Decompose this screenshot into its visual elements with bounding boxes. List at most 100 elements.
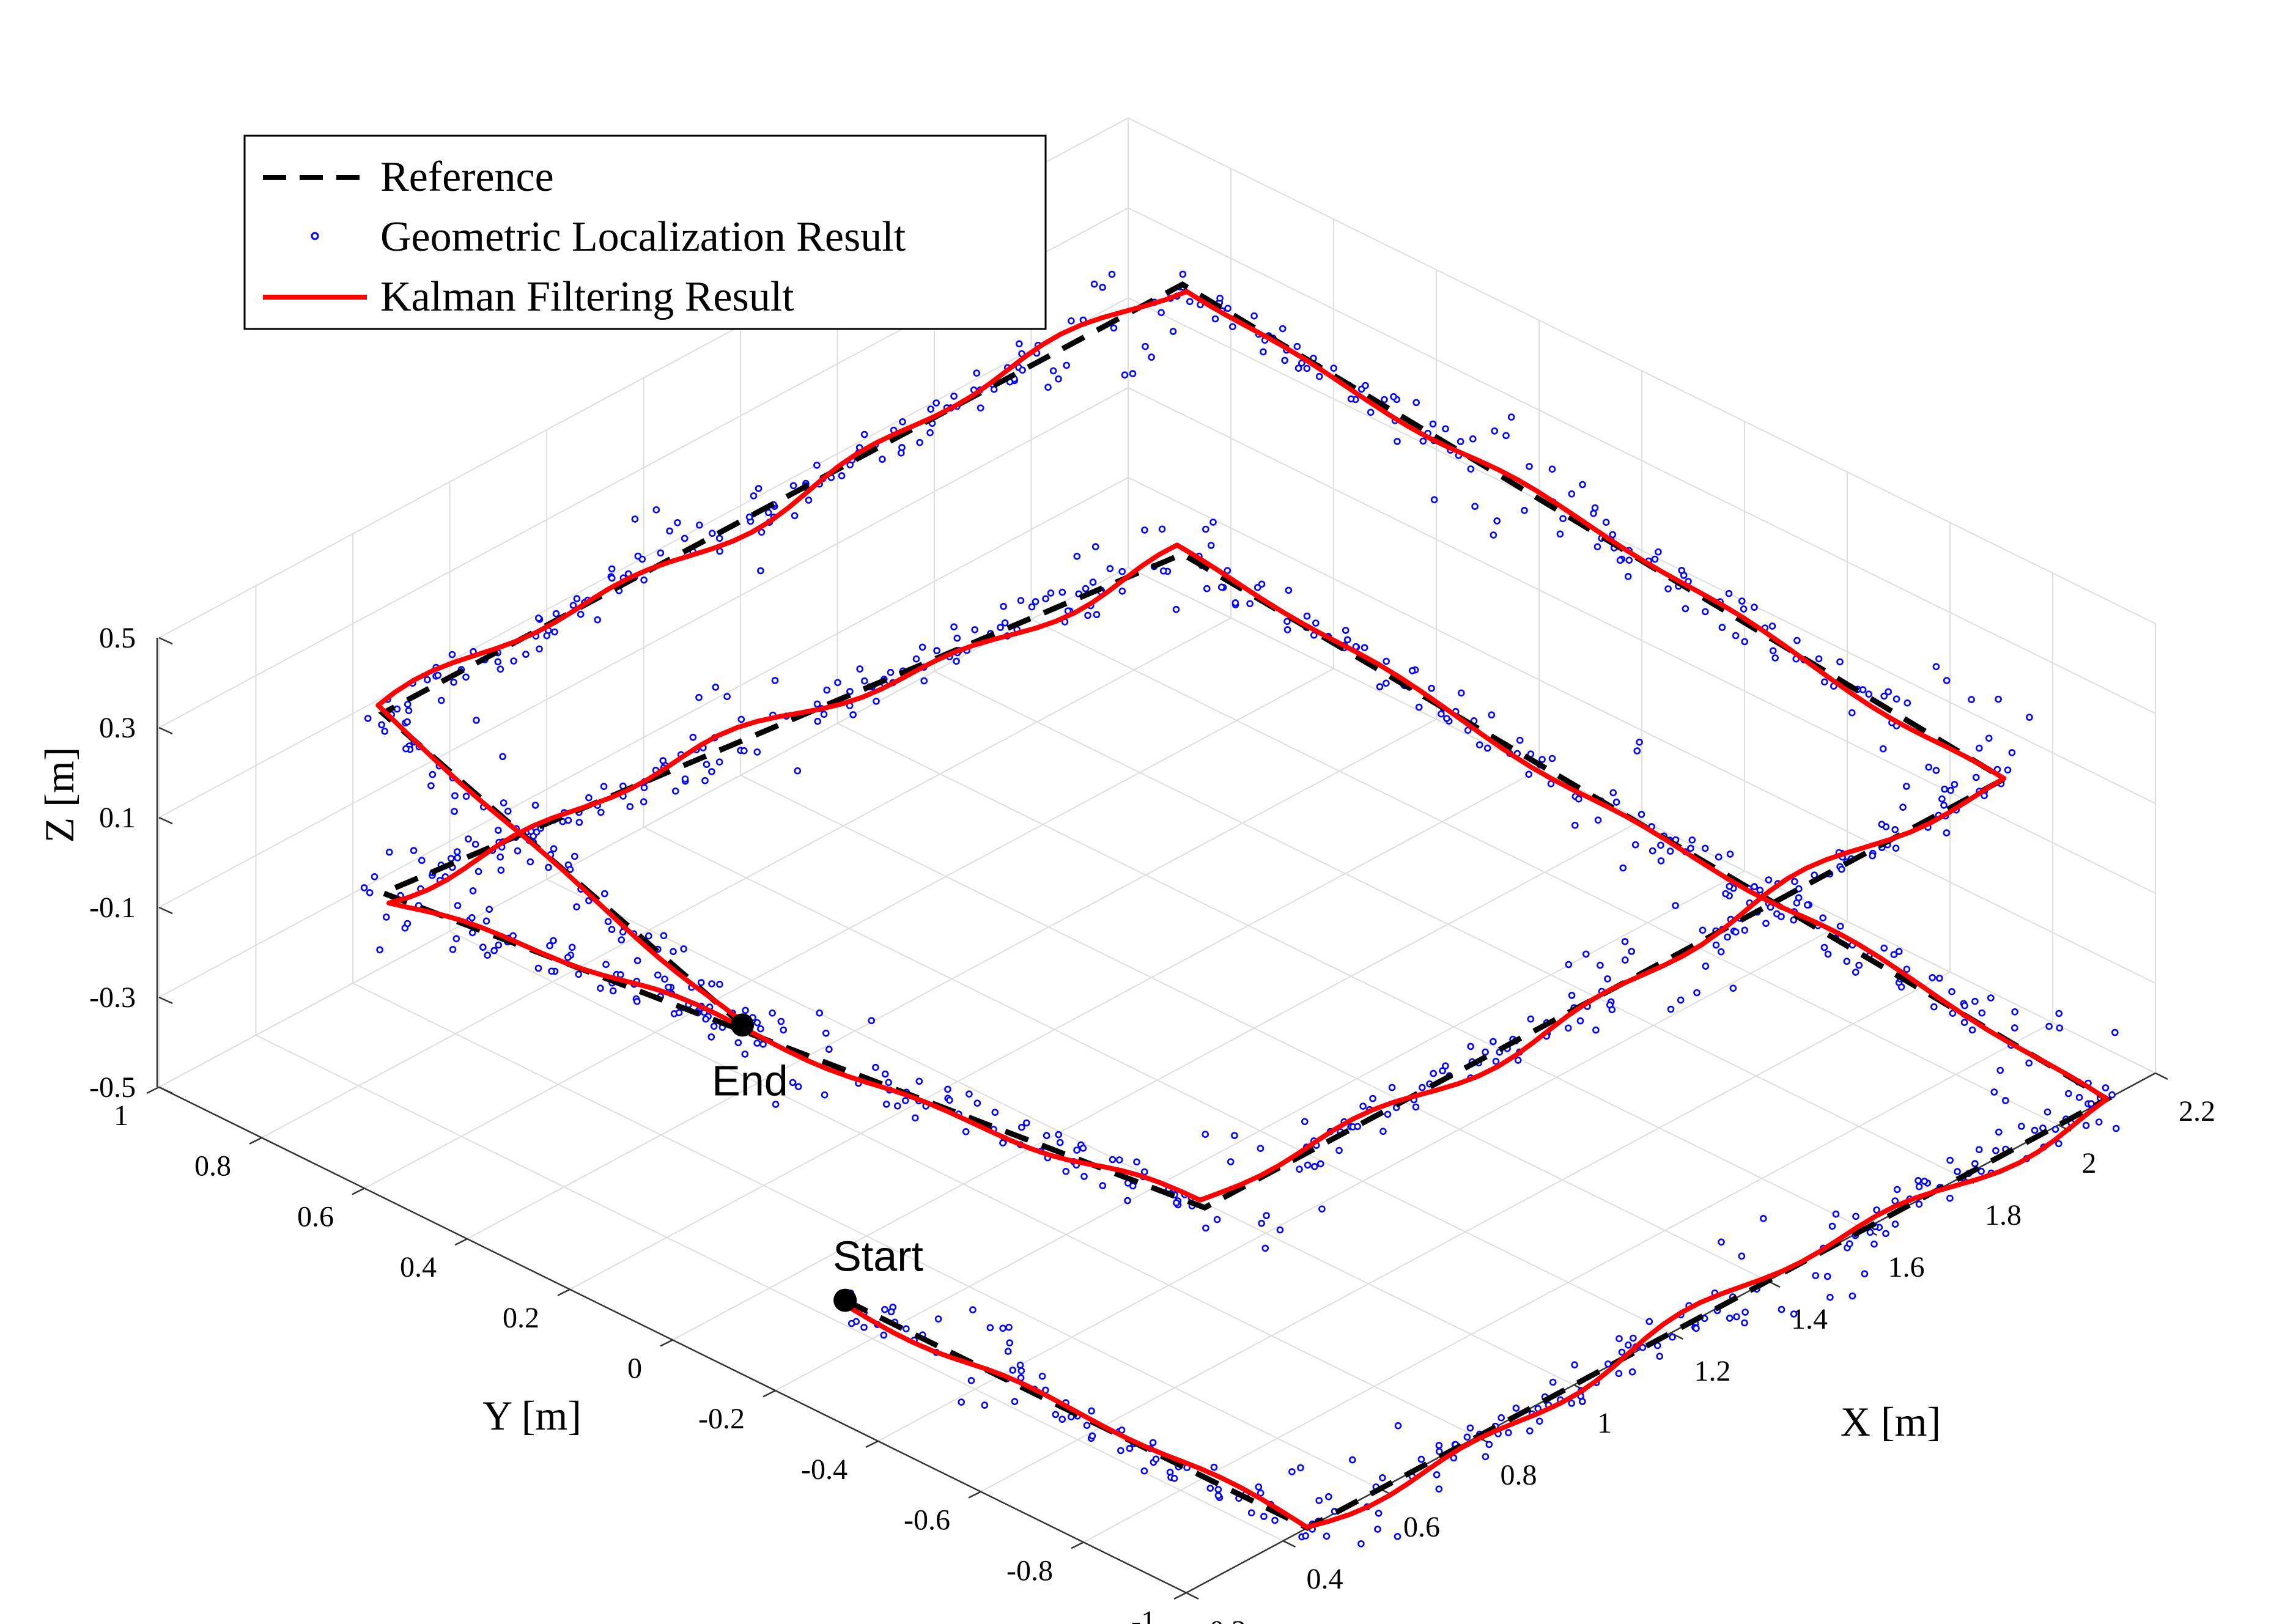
scatter-point <box>1435 1485 1443 1493</box>
scatter-point <box>1622 956 1629 964</box>
scatter-point <box>1880 944 1888 952</box>
scatter-point <box>916 438 923 446</box>
scatter-point <box>1895 948 1903 955</box>
scatter-point <box>618 936 626 943</box>
scatter-point <box>1140 1168 1148 1176</box>
scatter-point <box>1325 1493 1332 1500</box>
scatter-point <box>1899 803 1907 811</box>
scatter-point <box>1624 572 1632 580</box>
scatter-point <box>2004 766 2012 774</box>
scatter-point <box>1288 1468 1296 1475</box>
scatter-point <box>1482 1453 1490 1461</box>
scatter-point <box>634 552 642 560</box>
scatter-point <box>447 855 455 862</box>
floor-grid-line <box>261 617 1232 1139</box>
scatter-point <box>1568 1400 1575 1407</box>
scatter-point <box>912 1114 919 1122</box>
scatter-point <box>534 615 542 622</box>
scatter-point <box>887 1308 895 1316</box>
scatter-point <box>449 946 457 953</box>
scatter-point <box>1897 983 1905 991</box>
scatter-point <box>1968 1026 1976 1034</box>
scatter-point <box>986 1324 994 1332</box>
scatter-point <box>1925 763 1932 771</box>
scatter-point <box>1375 1510 1383 1517</box>
x-tick-label: 1.6 <box>1888 1251 1925 1283</box>
scatter-point <box>1260 348 1267 356</box>
scatter-point <box>953 657 960 665</box>
scatter-point <box>1263 1212 1270 1219</box>
scatter-point <box>1394 1533 1401 1540</box>
scatter-point <box>1084 611 1091 619</box>
scatter-point <box>1793 637 1801 644</box>
scatter-point <box>1488 711 1496 718</box>
scatter-point <box>536 645 543 653</box>
scatter-point <box>1246 600 1254 608</box>
scatter-point <box>577 610 585 618</box>
scatter-point <box>967 1377 975 1384</box>
scatter-point <box>1296 1165 1303 1173</box>
scatter-point <box>465 835 472 843</box>
scatter-point <box>2026 714 2033 721</box>
x-axis-label: X [m] <box>1841 1398 1941 1445</box>
scatter-point <box>861 677 868 685</box>
scatter-point <box>1260 1513 1268 1520</box>
scatter-point <box>680 945 687 953</box>
scatter-point <box>1254 583 1261 591</box>
scatter-point <box>772 1101 780 1108</box>
scatter-point <box>404 718 411 726</box>
scatter-point <box>1158 525 1166 533</box>
scatter-point <box>881 1070 889 1078</box>
scatter-point <box>550 845 558 852</box>
scatter-point <box>1429 420 1437 428</box>
scatter-point <box>1819 914 1826 921</box>
scatter-point <box>1836 923 1844 930</box>
scatter-point <box>429 770 437 778</box>
scatter-point <box>1732 632 1740 640</box>
scatter-point <box>1768 622 1776 630</box>
legend-label-reference: Reference <box>380 153 554 201</box>
scatter-point <box>697 979 705 986</box>
scatter-point <box>410 847 418 854</box>
scatter-point <box>973 1099 981 1107</box>
scatter-point <box>1491 427 1498 435</box>
scatter-point <box>997 624 1004 631</box>
scatter-point <box>1088 1407 1095 1415</box>
legend: Reference Geometric Localization Result … <box>243 135 1047 330</box>
scatter-point <box>404 920 412 928</box>
scatter-point <box>1848 709 1856 717</box>
scatter-point <box>1717 948 1725 956</box>
scatter-point <box>1419 437 1427 445</box>
scatter-point <box>1741 638 1748 646</box>
scatter-point <box>885 1079 892 1087</box>
scatter-point <box>1062 1168 1069 1175</box>
scatter-point <box>1492 1058 1500 1065</box>
scatter-point <box>1631 841 1639 849</box>
y-tick-mark <box>865 1440 879 1449</box>
scatter-point <box>856 665 863 673</box>
scatter-point <box>813 700 821 708</box>
scatter-point <box>1118 587 1126 595</box>
scatter-point <box>497 853 504 861</box>
scatter-point <box>1047 589 1055 597</box>
scatter-point <box>794 1083 802 1090</box>
scatter-point <box>1548 465 1556 473</box>
scatter-point <box>1315 372 1323 380</box>
scatter-point <box>1954 1168 1961 1175</box>
scatter-point <box>1023 1119 1030 1127</box>
scatter-point <box>709 530 716 537</box>
scatter-point <box>753 1019 761 1027</box>
scatter-point <box>825 1046 833 1053</box>
scatter-point <box>1505 1429 1512 1436</box>
scatter-point <box>1568 490 1576 498</box>
scatter-point <box>1466 1424 1474 1432</box>
scatter-point <box>1978 1009 1985 1017</box>
scatter-point <box>1056 1139 1064 1146</box>
scatter-point <box>514 847 522 855</box>
scatter-point <box>820 711 828 718</box>
scatter-point <box>1852 1212 1859 1220</box>
scatter-point <box>1342 627 1350 634</box>
scatter-point <box>1044 383 1052 391</box>
scatter-point <box>1304 1161 1312 1169</box>
scatter-point <box>608 565 616 573</box>
